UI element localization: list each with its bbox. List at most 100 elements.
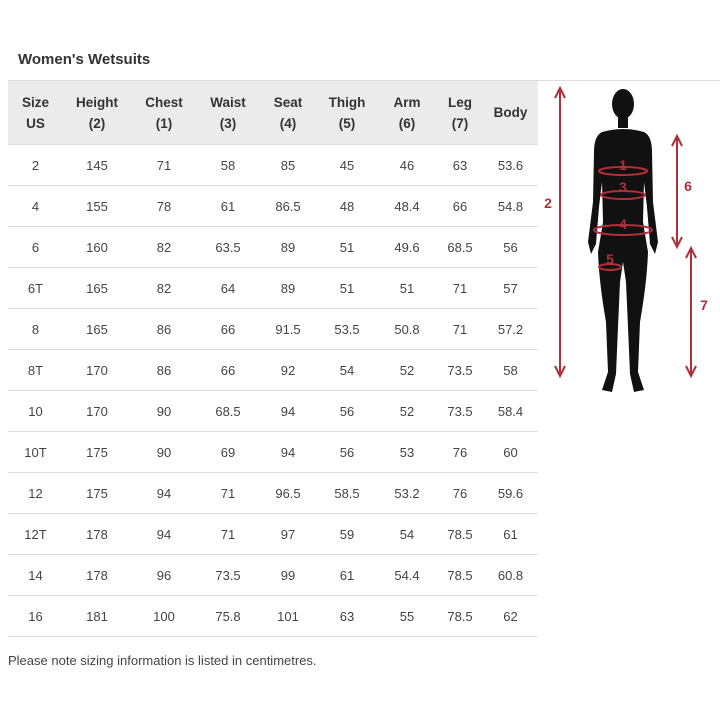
table-row: 8T 170 86 66 92 54 52 73.5 58	[8, 349, 538, 391]
table-cell: 50.8	[377, 308, 437, 350]
table-cell: 61	[483, 513, 538, 555]
chest-ring	[598, 166, 648, 176]
table-cell: 58.4	[483, 390, 538, 432]
waist-label: 3	[619, 179, 627, 195]
table-cell: 71	[437, 308, 483, 350]
table-row: 12T 178 94 71 97 59 54 78.5 61	[8, 513, 538, 555]
column-header: Height (2)	[63, 81, 131, 145]
table-cell: 64	[197, 267, 259, 309]
table-cell: 51	[317, 226, 377, 268]
table-cell: 181	[63, 595, 131, 637]
height-label: 2	[544, 195, 552, 211]
table-cell: 145	[63, 144, 131, 186]
table-cell: 78	[131, 185, 197, 227]
table-cell: 53.6	[483, 144, 538, 186]
table-cell: 61	[317, 554, 377, 596]
table-cell: 55	[377, 595, 437, 637]
table-cell: 85	[259, 144, 317, 186]
column-header-label: US	[26, 115, 45, 131]
column-header: Thigh (5)	[317, 81, 377, 145]
table-cell: 170	[63, 349, 131, 391]
table-row: 12 175 94 71 96.5 58.5 53.2 76 59.6	[8, 472, 538, 514]
table-cell: 48	[317, 185, 377, 227]
table-cell: 90	[131, 390, 197, 432]
column-header-label: Chest	[145, 94, 183, 110]
table-cell: 86	[131, 308, 197, 350]
table-cell: 165	[63, 308, 131, 350]
body-measurement-diagram: 1 2 3 4 5 6 7	[544, 85, 708, 392]
seat-label: 4	[619, 216, 627, 232]
table-cell: 66	[197, 308, 259, 350]
table-cell: 96	[131, 554, 197, 596]
table-cell: 165	[63, 267, 131, 309]
table-cell: 57	[483, 267, 538, 309]
table-cell: 94	[259, 390, 317, 432]
table-cell: 94	[259, 431, 317, 473]
table-cell: 16	[8, 595, 63, 637]
chest-label: 1	[619, 157, 627, 173]
table-cell: 155	[63, 185, 131, 227]
measurement-lines	[554, 85, 697, 379]
table-cell: 12	[8, 472, 63, 514]
column-header-label: Size	[21, 94, 49, 110]
table-cell: 53	[377, 431, 437, 473]
table-cell: 53.2	[377, 472, 437, 514]
table-row: 14 178 96 73.5 99 61 54.4 78.5 60.8	[8, 554, 538, 596]
leg-label: 7	[700, 297, 708, 313]
table-cell: 51	[317, 267, 377, 309]
table-cell: 46	[377, 144, 437, 186]
units-note: Please note sizing information is listed…	[8, 653, 317, 668]
table-cell: 52	[377, 349, 437, 391]
table-cell: 82	[131, 267, 197, 309]
table-cell: 91.5	[259, 308, 317, 350]
table-row: 10T 175 90 69 94 56 53 76 60	[8, 431, 538, 473]
table-cell: 58	[197, 144, 259, 186]
table-cell: 6T	[8, 267, 63, 309]
thigh-label: 5	[606, 251, 614, 267]
table-cell: 175	[63, 472, 131, 514]
arm-label: 6	[684, 178, 692, 194]
table-cell: 160	[63, 226, 131, 268]
table-cell: 71	[437, 267, 483, 309]
table-cell: 99	[259, 554, 317, 596]
column-header-label: (7)	[451, 115, 469, 131]
table-header-row: Size US Height (2) Chest (1) Waist (3) Seat (4) Th…	[8, 81, 538, 145]
table-cell: 90	[131, 431, 197, 473]
table-cell: 170	[63, 390, 131, 432]
table-cell: 68.5	[197, 390, 259, 432]
table-cell: 78.5	[437, 513, 483, 555]
column-header-label: (3)	[219, 115, 237, 131]
table-cell: 58.5	[317, 472, 377, 514]
column-header-label: Seat	[273, 94, 303, 110]
column-header: Leg (7)	[437, 81, 483, 145]
table-cell: 76	[437, 431, 483, 473]
column-header: Chest (1)	[131, 81, 197, 145]
page-title: Women's Wetsuits	[18, 51, 151, 68]
table-cell: 60.8	[483, 554, 538, 596]
table-cell: 12T	[8, 513, 63, 555]
table-cell: 54.4	[377, 554, 437, 596]
table-cell: 71	[131, 144, 197, 186]
seat-ring	[593, 224, 653, 236]
table-cell: 66	[197, 349, 259, 391]
table-cell: 78.5	[437, 595, 483, 637]
table-cell: 60	[483, 431, 538, 473]
table-cell: 54	[317, 349, 377, 391]
table-cell: 68.5	[437, 226, 483, 268]
table-cell: 89	[259, 226, 317, 268]
table-cell: 178	[63, 554, 131, 596]
table-cell: 66	[437, 185, 483, 227]
column-header-label: (6)	[398, 115, 416, 131]
female-silhouette-icon	[588, 89, 658, 392]
table-cell: 92	[259, 349, 317, 391]
column-header: Arm (6)	[377, 81, 437, 145]
column-header: Body	[483, 81, 538, 145]
table-cell: 4	[8, 185, 63, 227]
table-cell: 14	[8, 554, 63, 596]
column-header-label: Body	[493, 105, 528, 120]
table-cell: 63	[437, 144, 483, 186]
table-cell: 63.5	[197, 226, 259, 268]
column-header: Waist (3)	[197, 81, 259, 145]
table-cell: 75.8	[197, 595, 259, 637]
table-cell: 49.6	[377, 226, 437, 268]
